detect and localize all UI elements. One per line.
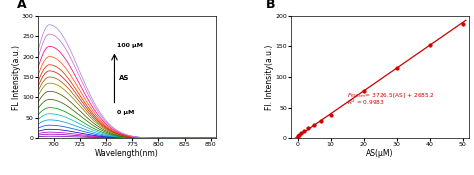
Text: $R^2$ = 0.9983: $R^2$ = 0.9983	[347, 98, 385, 107]
Text: $F_{696nm}$= 3726.5[AS] + 2685.2: $F_{696nm}$= 3726.5[AS] + 2685.2	[347, 91, 435, 100]
Point	[360, 90, 367, 92]
X-axis label: AS(μM): AS(μM)	[366, 149, 394, 158]
Text: 100 μM: 100 μM	[117, 43, 143, 48]
Point	[301, 130, 308, 132]
Point	[393, 66, 401, 69]
Point	[426, 44, 433, 47]
Point	[304, 127, 311, 130]
Point	[327, 114, 335, 116]
Point	[297, 132, 305, 135]
Point	[310, 124, 318, 127]
Text: AS: AS	[118, 75, 129, 81]
Y-axis label: FL Intensity(a.u.): FL Intensity(a.u.)	[12, 44, 20, 110]
Point	[294, 135, 301, 138]
Text: 0 μM: 0 μM	[117, 110, 134, 116]
Text: B: B	[266, 0, 275, 11]
Point	[317, 120, 325, 122]
Point	[459, 22, 466, 25]
X-axis label: Wavelength(nm): Wavelength(nm)	[95, 149, 159, 158]
Text: A: A	[17, 0, 26, 11]
Point	[295, 134, 303, 137]
Y-axis label: Fl. Intensity(a.u.): Fl. Intensity(a.u.)	[264, 44, 273, 110]
